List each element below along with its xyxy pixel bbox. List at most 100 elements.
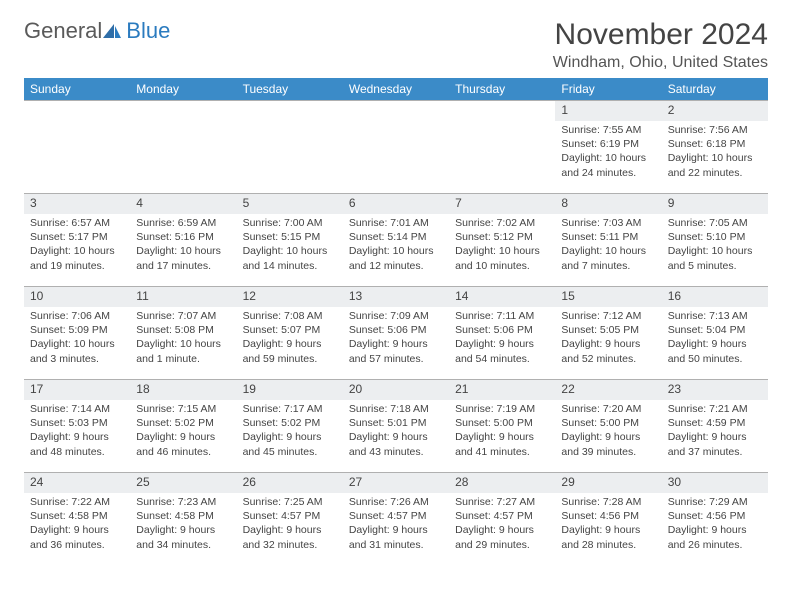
day-number: 13 bbox=[343, 287, 449, 307]
day-content: Sunrise: 7:05 AMSunset: 5:10 PMDaylight:… bbox=[662, 214, 768, 286]
day-number: 5 bbox=[237, 194, 343, 214]
day-content: Sunrise: 7:13 AMSunset: 5:04 PMDaylight:… bbox=[662, 307, 768, 379]
day-day1: Daylight: 9 hours bbox=[349, 430, 443, 444]
day-sunset: Sunset: 5:06 PM bbox=[349, 323, 443, 337]
day-number: 4 bbox=[130, 194, 236, 214]
day-cell: 5Sunrise: 7:00 AMSunset: 5:15 PMDaylight… bbox=[237, 194, 343, 287]
day-number: 1 bbox=[555, 101, 661, 121]
day-day2: and 36 minutes. bbox=[30, 538, 124, 552]
day-number: 9 bbox=[662, 194, 768, 214]
day-content: Sunrise: 7:25 AMSunset: 4:57 PMDaylight:… bbox=[237, 493, 343, 565]
day-cell: 20Sunrise: 7:18 AMSunset: 5:01 PMDayligh… bbox=[343, 380, 449, 473]
day-day2: and 48 minutes. bbox=[30, 445, 124, 459]
day-content: Sunrise: 7:15 AMSunset: 5:02 PMDaylight:… bbox=[130, 400, 236, 472]
day-day1: Daylight: 9 hours bbox=[668, 430, 762, 444]
day-content: Sunrise: 7:56 AMSunset: 6:18 PMDaylight:… bbox=[662, 121, 768, 193]
day-sunrise: Sunrise: 7:18 AM bbox=[349, 402, 443, 416]
day-number: 10 bbox=[24, 287, 130, 307]
day-day1: Daylight: 9 hours bbox=[349, 523, 443, 537]
day-cell: 3Sunrise: 6:57 AMSunset: 5:17 PMDaylight… bbox=[24, 194, 130, 287]
day-content: Sunrise: 7:21 AMSunset: 4:59 PMDaylight:… bbox=[662, 400, 768, 472]
day-number: 6 bbox=[343, 194, 449, 214]
day-content: Sunrise: 7:23 AMSunset: 4:58 PMDaylight:… bbox=[130, 493, 236, 565]
page: General Blue November 2024 Windham, Ohio… bbox=[0, 0, 792, 575]
day-content bbox=[130, 121, 236, 193]
day-day1: Daylight: 9 hours bbox=[561, 523, 655, 537]
title-block: November 2024 Windham, Ohio, United Stat… bbox=[553, 18, 768, 72]
day-header: Monday bbox=[130, 78, 236, 101]
day-header: Saturday bbox=[662, 78, 768, 101]
day-cell: 17Sunrise: 7:14 AMSunset: 5:03 PMDayligh… bbox=[24, 380, 130, 473]
day-day1: Daylight: 10 hours bbox=[561, 244, 655, 258]
day-content: Sunrise: 7:19 AMSunset: 5:00 PMDaylight:… bbox=[449, 400, 555, 472]
day-sunrise: Sunrise: 7:19 AM bbox=[455, 402, 549, 416]
day-number: 22 bbox=[555, 380, 661, 400]
day-day2: and 54 minutes. bbox=[455, 352, 549, 366]
day-number: 21 bbox=[449, 380, 555, 400]
day-day1: Daylight: 10 hours bbox=[349, 244, 443, 258]
day-sunset: Sunset: 5:00 PM bbox=[561, 416, 655, 430]
day-day2: and 12 minutes. bbox=[349, 259, 443, 273]
day-number: 27 bbox=[343, 473, 449, 493]
week-row: 10Sunrise: 7:06 AMSunset: 5:09 PMDayligh… bbox=[24, 287, 768, 380]
day-sunset: Sunset: 4:56 PM bbox=[668, 509, 762, 523]
day-sunset: Sunset: 5:05 PM bbox=[561, 323, 655, 337]
day-cell: 22Sunrise: 7:20 AMSunset: 5:00 PMDayligh… bbox=[555, 380, 661, 473]
day-day1: Daylight: 10 hours bbox=[668, 244, 762, 258]
day-sunset: Sunset: 5:03 PM bbox=[30, 416, 124, 430]
day-day2: and 28 minutes. bbox=[561, 538, 655, 552]
day-header: Sunday bbox=[24, 78, 130, 101]
day-content: Sunrise: 7:20 AMSunset: 5:00 PMDaylight:… bbox=[555, 400, 661, 472]
day-sunrise: Sunrise: 6:57 AM bbox=[30, 216, 124, 230]
day-content: Sunrise: 7:02 AMSunset: 5:12 PMDaylight:… bbox=[449, 214, 555, 286]
day-number: 14 bbox=[449, 287, 555, 307]
day-sunset: Sunset: 4:57 PM bbox=[243, 509, 337, 523]
day-day2: and 7 minutes. bbox=[561, 259, 655, 273]
day-header: Tuesday bbox=[237, 78, 343, 101]
day-cell: 21Sunrise: 7:19 AMSunset: 5:00 PMDayligh… bbox=[449, 380, 555, 473]
day-day2: and 1 minute. bbox=[136, 352, 230, 366]
day-cell: 8Sunrise: 7:03 AMSunset: 5:11 PMDaylight… bbox=[555, 194, 661, 287]
calendar-table: Sunday Monday Tuesday Wednesday Thursday… bbox=[24, 78, 768, 565]
day-sunset: Sunset: 5:14 PM bbox=[349, 230, 443, 244]
day-number: 29 bbox=[555, 473, 661, 493]
day-content: Sunrise: 7:03 AMSunset: 5:11 PMDaylight:… bbox=[555, 214, 661, 286]
day-sunset: Sunset: 5:12 PM bbox=[455, 230, 549, 244]
day-number: 26 bbox=[237, 473, 343, 493]
day-content: Sunrise: 7:09 AMSunset: 5:06 PMDaylight:… bbox=[343, 307, 449, 379]
day-day1: Daylight: 10 hours bbox=[455, 244, 549, 258]
day-day1: Daylight: 9 hours bbox=[136, 523, 230, 537]
day-sunset: Sunset: 5:10 PM bbox=[668, 230, 762, 244]
day-content bbox=[237, 121, 343, 193]
day-cell bbox=[237, 101, 343, 194]
day-day2: and 29 minutes. bbox=[455, 538, 549, 552]
week-row: 17Sunrise: 7:14 AMSunset: 5:03 PMDayligh… bbox=[24, 380, 768, 473]
day-content: Sunrise: 7:08 AMSunset: 5:07 PMDaylight:… bbox=[237, 307, 343, 379]
day-header: Friday bbox=[555, 78, 661, 101]
day-day2: and 3 minutes. bbox=[30, 352, 124, 366]
day-sunset: Sunset: 5:07 PM bbox=[243, 323, 337, 337]
day-day2: and 24 minutes. bbox=[561, 166, 655, 180]
location: Windham, Ohio, United States bbox=[553, 54, 768, 72]
day-sunrise: Sunrise: 7:06 AM bbox=[30, 309, 124, 323]
day-content: Sunrise: 7:07 AMSunset: 5:08 PMDaylight:… bbox=[130, 307, 236, 379]
day-content: Sunrise: 7:22 AMSunset: 4:58 PMDaylight:… bbox=[24, 493, 130, 565]
day-sunset: Sunset: 5:04 PM bbox=[668, 323, 762, 337]
day-cell: 19Sunrise: 7:17 AMSunset: 5:02 PMDayligh… bbox=[237, 380, 343, 473]
day-day2: and 31 minutes. bbox=[349, 538, 443, 552]
day-sunset: Sunset: 4:57 PM bbox=[455, 509, 549, 523]
day-day2: and 17 minutes. bbox=[136, 259, 230, 273]
day-cell: 9Sunrise: 7:05 AMSunset: 5:10 PMDaylight… bbox=[662, 194, 768, 287]
day-sunrise: Sunrise: 7:11 AM bbox=[455, 309, 549, 323]
day-day1: Daylight: 10 hours bbox=[136, 244, 230, 258]
day-content: Sunrise: 7:00 AMSunset: 5:15 PMDaylight:… bbox=[237, 214, 343, 286]
day-cell bbox=[343, 101, 449, 194]
day-number: 12 bbox=[237, 287, 343, 307]
day-content: Sunrise: 7:27 AMSunset: 4:57 PMDaylight:… bbox=[449, 493, 555, 565]
day-header: Thursday bbox=[449, 78, 555, 101]
day-sunrise: Sunrise: 7:17 AM bbox=[243, 402, 337, 416]
day-cell: 14Sunrise: 7:11 AMSunset: 5:06 PMDayligh… bbox=[449, 287, 555, 380]
day-day1: Daylight: 10 hours bbox=[561, 151, 655, 165]
day-day1: Daylight: 9 hours bbox=[136, 430, 230, 444]
day-cell: 7Sunrise: 7:02 AMSunset: 5:12 PMDaylight… bbox=[449, 194, 555, 287]
